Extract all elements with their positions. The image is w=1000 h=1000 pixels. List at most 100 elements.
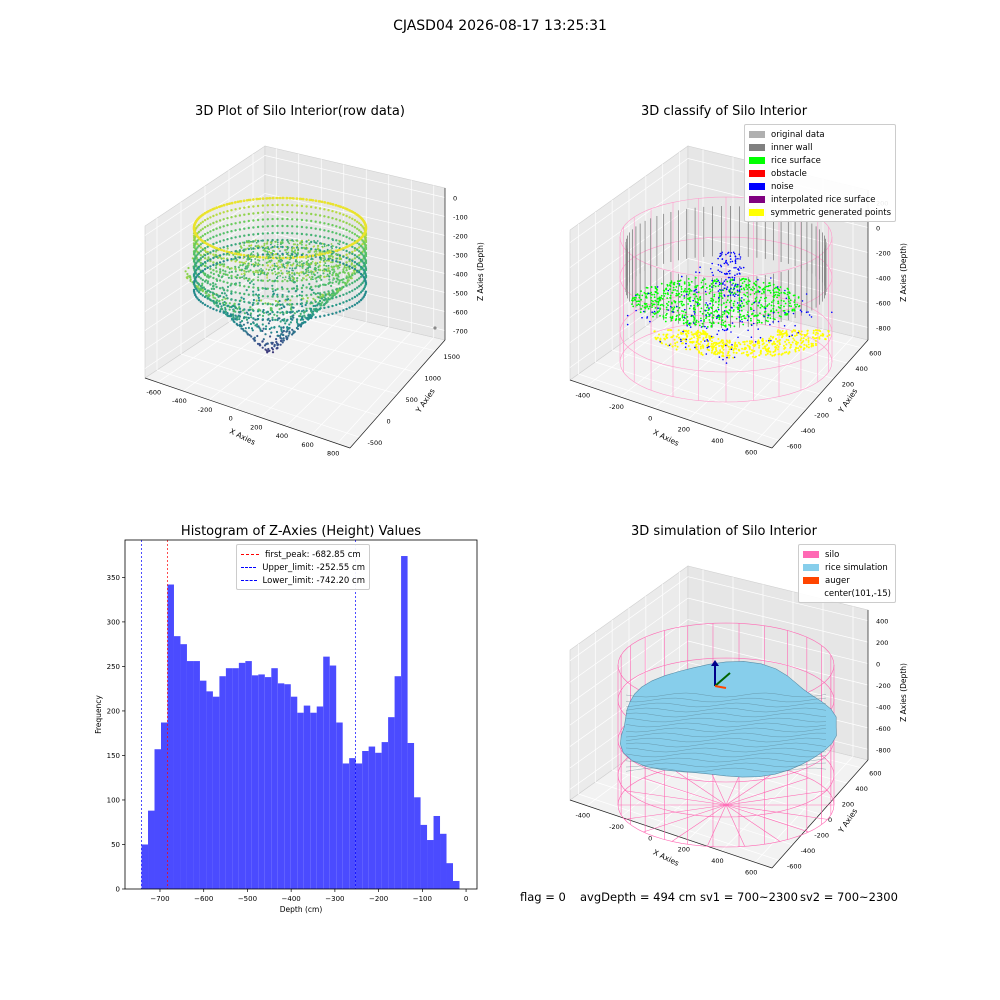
legend-item-rice-surface: rice surface bbox=[749, 154, 891, 167]
classify-rice-surface-point bbox=[757, 289, 759, 292]
classify-rice-surface-point bbox=[703, 278, 706, 280]
raw-data-point bbox=[234, 222, 237, 225]
raw-data-point bbox=[362, 287, 365, 291]
classify-rice-surface-point bbox=[722, 311, 724, 313]
raw-data-point bbox=[284, 256, 287, 259]
raw-data-point bbox=[325, 264, 328, 268]
raw-data-point bbox=[294, 260, 297, 263]
raw-data-point bbox=[312, 297, 315, 300]
classify-noise-point bbox=[720, 271, 723, 274]
raw-data-point bbox=[261, 256, 265, 259]
raw-data-point bbox=[264, 250, 267, 253]
raw-data-point bbox=[310, 233, 313, 237]
raw-data-point bbox=[252, 205, 255, 208]
raw-data-point bbox=[331, 210, 334, 213]
raw-data-point bbox=[346, 245, 349, 248]
classify-symmetric-point bbox=[761, 340, 764, 343]
raw-data-point bbox=[206, 295, 209, 298]
classify-rice-surface-point bbox=[680, 303, 683, 305]
classify-symmetric-point bbox=[708, 335, 711, 337]
classify-rice-surface-point bbox=[729, 292, 732, 295]
classify-rice-surface-point bbox=[644, 292, 647, 295]
raw-data-point bbox=[338, 254, 342, 257]
sim-x-axis-label: X Axies bbox=[652, 848, 681, 868]
raw-data-point bbox=[301, 247, 303, 250]
legend-swatch bbox=[749, 144, 765, 151]
raw-data-point bbox=[342, 213, 345, 216]
classify-symmetric-point bbox=[722, 343, 725, 346]
classify-noise-point bbox=[731, 344, 733, 346]
raw-data-point bbox=[335, 246, 338, 249]
classify-rice-surface-point bbox=[712, 284, 715, 287]
raw-data-point bbox=[358, 254, 361, 257]
classify-noise-point bbox=[757, 278, 759, 281]
raw-data-point bbox=[245, 316, 248, 319]
classify-noise-point bbox=[758, 302, 760, 304]
raw-data-point bbox=[279, 246, 282, 248]
simulation-legend: silo rice simulation auger center(101,-1… bbox=[798, 544, 896, 603]
classify-rice-surface-point bbox=[768, 303, 771, 305]
classify-rice-surface-point bbox=[684, 314, 686, 317]
raw-data-point bbox=[288, 261, 291, 264]
classify-rice-surface-point bbox=[705, 286, 708, 289]
classify-noise-point bbox=[681, 275, 683, 278]
classify-rice-surface-point bbox=[656, 292, 659, 295]
raw-plot-title: 3D Plot of Silo Interior(row data) bbox=[195, 104, 405, 119]
raw-data-point bbox=[243, 275, 245, 277]
raw-data-point bbox=[201, 294, 204, 297]
classify-noise-point bbox=[715, 282, 717, 285]
classify-noise-point bbox=[725, 329, 727, 332]
raw-data-point bbox=[215, 255, 218, 258]
classify-symmetric-point bbox=[696, 348, 699, 351]
raw-data-point bbox=[331, 224, 334, 227]
raw-data-point bbox=[327, 313, 330, 316]
raw-data-point bbox=[310, 271, 312, 274]
raw-data-point bbox=[351, 217, 354, 220]
raw-data-point bbox=[256, 317, 260, 321]
raw-data-point bbox=[286, 287, 289, 291]
raw-data-point bbox=[236, 200, 240, 204]
raw-data-point bbox=[226, 314, 229, 317]
raw-data-point bbox=[245, 240, 248, 242]
raw-data-point bbox=[287, 254, 290, 257]
classify-rice-surface-point bbox=[683, 281, 686, 283]
raw-data-point bbox=[197, 287, 200, 290]
classify-rice-surface-point bbox=[721, 319, 724, 321]
raw-data-point bbox=[351, 297, 354, 300]
raw-data-point bbox=[257, 296, 260, 299]
raw-data-point bbox=[213, 246, 216, 249]
raw-data-point bbox=[209, 223, 212, 226]
raw-data-point bbox=[245, 289, 248, 292]
raw-data-point bbox=[277, 247, 280, 250]
classify-rice-surface-point bbox=[667, 301, 670, 303]
raw-data-point bbox=[278, 308, 281, 311]
raw-x-tick-label: 200 bbox=[250, 423, 262, 431]
classify-noise-point bbox=[683, 295, 686, 297]
classify-symmetric-point bbox=[737, 348, 740, 351]
histogram-axes: −700 −600 −500 −400 −300 −200 −100 005010015020… bbox=[94, 539, 478, 914]
raw-data-point bbox=[275, 256, 277, 259]
raw-data-point bbox=[301, 267, 304, 269]
classify-noise-point bbox=[729, 281, 731, 283]
raw-data-point bbox=[278, 266, 281, 269]
raw-data-point bbox=[238, 242, 242, 245]
classify-symmetric-point bbox=[778, 339, 781, 342]
classify-symmetric-point bbox=[771, 342, 774, 345]
raw-data-point bbox=[252, 317, 255, 320]
classify-z-tick-label: 0 bbox=[876, 225, 880, 233]
raw-data-point bbox=[291, 253, 294, 256]
raw-data-point bbox=[351, 224, 354, 227]
classify-rice-surface-point bbox=[712, 304, 714, 307]
raw-data-point bbox=[323, 243, 326, 246]
raw-data-point bbox=[251, 303, 254, 306]
classify-symmetric-point bbox=[687, 332, 690, 335]
sim-x-tick-label: 200 bbox=[678, 846, 690, 854]
classify-rice-surface-point bbox=[773, 287, 776, 290]
raw-data-point bbox=[270, 341, 273, 344]
classify-rice-surface-point bbox=[747, 300, 749, 303]
raw-data-point bbox=[276, 252, 279, 256]
raw-data-point bbox=[298, 197, 302, 201]
raw-data-point bbox=[243, 277, 246, 280]
raw-data-point bbox=[247, 285, 250, 289]
classify-symmetric-point bbox=[742, 351, 745, 354]
